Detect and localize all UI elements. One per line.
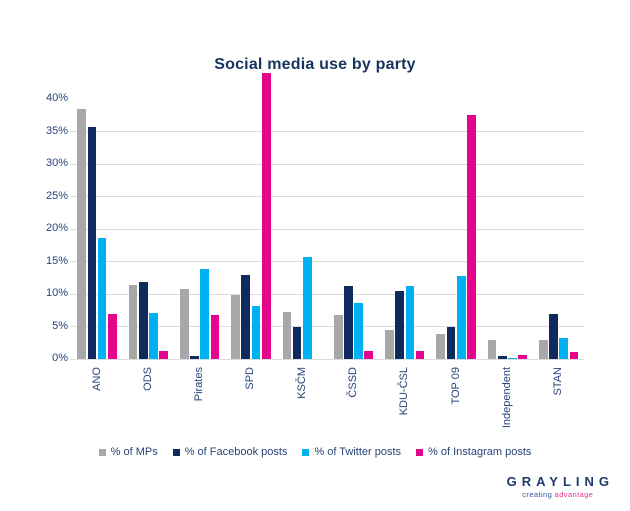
gridline-5 xyxy=(70,326,584,327)
bar-SPD--of-instagram-posts xyxy=(261,73,271,359)
bar-KSČM--of-twitter-posts xyxy=(302,256,312,359)
bar-ČSSD--of-twitter-posts xyxy=(354,303,363,359)
x-category-label: SPD xyxy=(244,367,257,390)
bar-KSČM--of-mps xyxy=(282,311,292,359)
y-tick-label: 40% xyxy=(45,92,68,104)
chart-title: Social media use by party xyxy=(214,56,416,73)
x-category-label: TOP 09 xyxy=(449,367,462,405)
x-category-label: KDU-ČSL xyxy=(398,367,411,416)
legend-label: % of Instagram posts xyxy=(428,446,532,458)
bar-ČSSD--of-mps xyxy=(333,314,343,359)
bar-KDU-ČSL--of-mps xyxy=(385,330,394,359)
gridline-20 xyxy=(70,228,584,230)
bar-KDU-ČSL--of-facebook-posts xyxy=(395,291,405,359)
bar-ODS--of-instagram-posts xyxy=(159,350,168,359)
bar-ODS--of-mps xyxy=(128,284,138,359)
legend-item: % of MPs xyxy=(98,446,158,458)
legend-swatch-icon xyxy=(98,448,106,456)
bar-SPD--of-facebook-posts xyxy=(241,275,251,359)
bar-Pirates--of-facebook-posts xyxy=(190,356,199,359)
y-tick-label: 10% xyxy=(45,287,68,299)
plot-area xyxy=(70,73,584,360)
bar-TOP 09--of-mps xyxy=(436,334,446,359)
bar-KDU-ČSL--of-instagram-posts xyxy=(415,351,425,359)
legend: % of MPs % of Facebook posts % of Twitter … xyxy=(0,446,630,458)
bar-ODS--of-twitter-posts xyxy=(149,312,158,359)
bar-ANO--of-twitter-posts xyxy=(97,238,107,359)
bar-Pirates--of-mps xyxy=(179,288,189,359)
legend-item: % of Instagram posts xyxy=(416,446,531,458)
logo-tagline-creating: creating xyxy=(522,490,555,499)
bar-ČSSD--of-facebook-posts xyxy=(344,286,353,359)
bar-Independent--of-twitter-posts xyxy=(508,357,517,359)
bar-STAN--of-facebook-posts xyxy=(549,313,558,359)
bar-SPD--of-twitter-posts xyxy=(251,305,261,359)
bar-KSČM--of-facebook-posts xyxy=(292,327,302,359)
gridline-35 xyxy=(70,131,584,132)
y-tick-label: 30% xyxy=(45,157,68,169)
legend-item: % of Twitter posts xyxy=(302,446,401,458)
bar-ODS--of-facebook-posts xyxy=(138,281,148,359)
y-tick-label: 5% xyxy=(52,319,68,332)
bar-STAN--of-instagram-posts xyxy=(569,351,579,359)
x-category-label: Pirates xyxy=(193,367,206,402)
bar-TOP 09--of-twitter-posts xyxy=(456,276,466,359)
bar-TOP 09--of-instagram-posts xyxy=(467,114,476,359)
bar-Pirates--of-twitter-posts xyxy=(200,268,210,359)
gridline-0 xyxy=(70,358,584,360)
bar-Independent--of-mps xyxy=(487,340,497,359)
legend-swatch-icon xyxy=(302,448,310,456)
bar-Pirates--of-instagram-posts xyxy=(210,314,220,359)
y-tick-label: 25% xyxy=(45,189,68,202)
bar-STAN--of-twitter-posts xyxy=(559,338,569,359)
y-tick-label: 15% xyxy=(45,254,68,267)
logo-tagline: creating advantage xyxy=(502,490,614,499)
bar-ANO--of-mps xyxy=(77,108,87,359)
bar-Independent--of-instagram-posts xyxy=(518,355,528,359)
y-tick-label: 0% xyxy=(52,352,68,364)
bar-SPD--of-mps xyxy=(231,294,240,359)
grayling-logo: GRAYLING creating advantage xyxy=(502,474,614,499)
x-category-label: KSČM xyxy=(295,367,308,399)
legend-item: % of Facebook posts xyxy=(172,446,288,458)
bar-STAN--of-mps xyxy=(539,339,548,359)
gridline-10 xyxy=(70,293,584,295)
legend-label: % of Twitter posts xyxy=(314,446,402,458)
x-category-label: ČSSD xyxy=(347,367,359,398)
legend-label: % of Facebook posts xyxy=(184,446,288,458)
bar-Independent--of-facebook-posts xyxy=(497,356,507,359)
bar-ČSSD--of-instagram-posts xyxy=(364,351,374,359)
bar-ANO--of-instagram-posts xyxy=(107,314,117,359)
logo-wordmark: GRAYLING xyxy=(506,474,614,489)
legend-swatch-icon xyxy=(416,448,424,456)
gridline-15 xyxy=(70,261,584,262)
gridline-25 xyxy=(70,196,584,197)
bar-KDU-ČSL--of-twitter-posts xyxy=(405,285,415,359)
gridline-30 xyxy=(70,163,584,165)
legend-swatch-icon xyxy=(172,448,180,456)
x-category-label: ODS xyxy=(141,367,154,391)
y-tick-label: 20% xyxy=(45,222,68,234)
logo-tagline-advantage: advantage xyxy=(554,490,594,499)
x-category-label: STAN xyxy=(552,367,565,396)
y-tick-label: 35% xyxy=(45,124,68,137)
legend-label: % of MPs xyxy=(110,446,158,458)
bar-TOP 09--of-facebook-posts xyxy=(446,327,456,359)
x-category-label: Independent xyxy=(500,367,513,429)
bar-ANO--of-facebook-posts xyxy=(87,126,97,359)
x-category-label: ANO xyxy=(90,367,103,391)
